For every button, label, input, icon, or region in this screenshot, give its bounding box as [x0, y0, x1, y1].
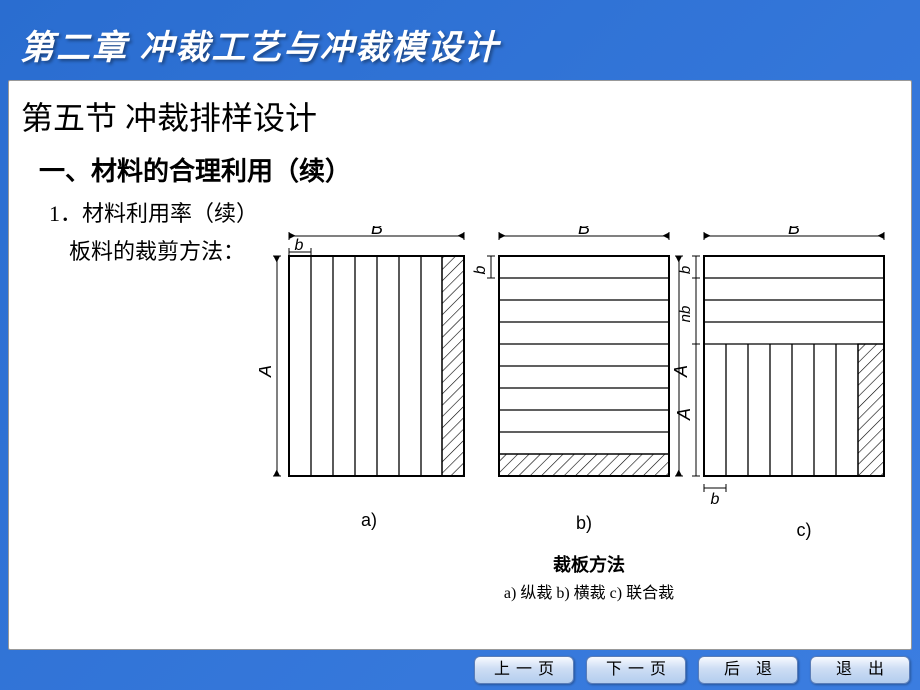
content-area: 第五节 冲裁排样设计 一、材料的合理利用（续） 1．材料利用率（续） 板料的裁剪…: [8, 80, 912, 650]
chapter-title: 第二章 冲裁工艺与冲裁模设计: [20, 20, 920, 69]
dim-label-b-c2: b: [711, 491, 720, 508]
panel-caption-c: c): [797, 520, 812, 540]
dim-label-B-a: B: [371, 226, 383, 238]
diagram-svg: B b: [259, 226, 899, 626]
dim-label-b-b: b: [472, 265, 489, 274]
exit-button[interactable]: 退 出: [810, 656, 910, 684]
slide-header: 第二章 冲裁工艺与冲裁模设计: [0, 0, 920, 80]
dim-label-A-b: A: [671, 365, 691, 378]
dim-label-B-b: B: [578, 226, 590, 238]
dim-label-nb: nb: [677, 306, 694, 323]
dim-label-B-c: B: [788, 226, 800, 238]
panel-caption-b: b): [576, 513, 592, 533]
navigation-bar: 上一页 下一页 后 退 退 出: [474, 656, 910, 684]
heading-level-1: 一、材料的合理利用（续）: [39, 151, 899, 188]
heading-level-2: 1．材料利用率（续）: [49, 196, 899, 228]
diagram-cutting-methods: B b: [259, 226, 901, 649]
diagram-title: 裁板方法: [553, 554, 625, 575]
diagram-legend: a) 纵裁 b) 横裁 c) 联合裁: [504, 584, 674, 602]
section-title: 第五节 冲裁排样设计: [21, 93, 899, 139]
prev-page-button[interactable]: 上一页: [474, 656, 574, 684]
dim-label-A-a: A: [259, 365, 275, 378]
dim-label-b-a: b: [295, 237, 304, 254]
dim-label-A-c: A: [674, 408, 694, 421]
dim-label-b-c1: b: [677, 266, 694, 274]
back-button[interactable]: 后 退: [698, 656, 798, 684]
next-page-button[interactable]: 下一页: [586, 656, 686, 684]
panel-caption-a: a): [361, 510, 377, 530]
